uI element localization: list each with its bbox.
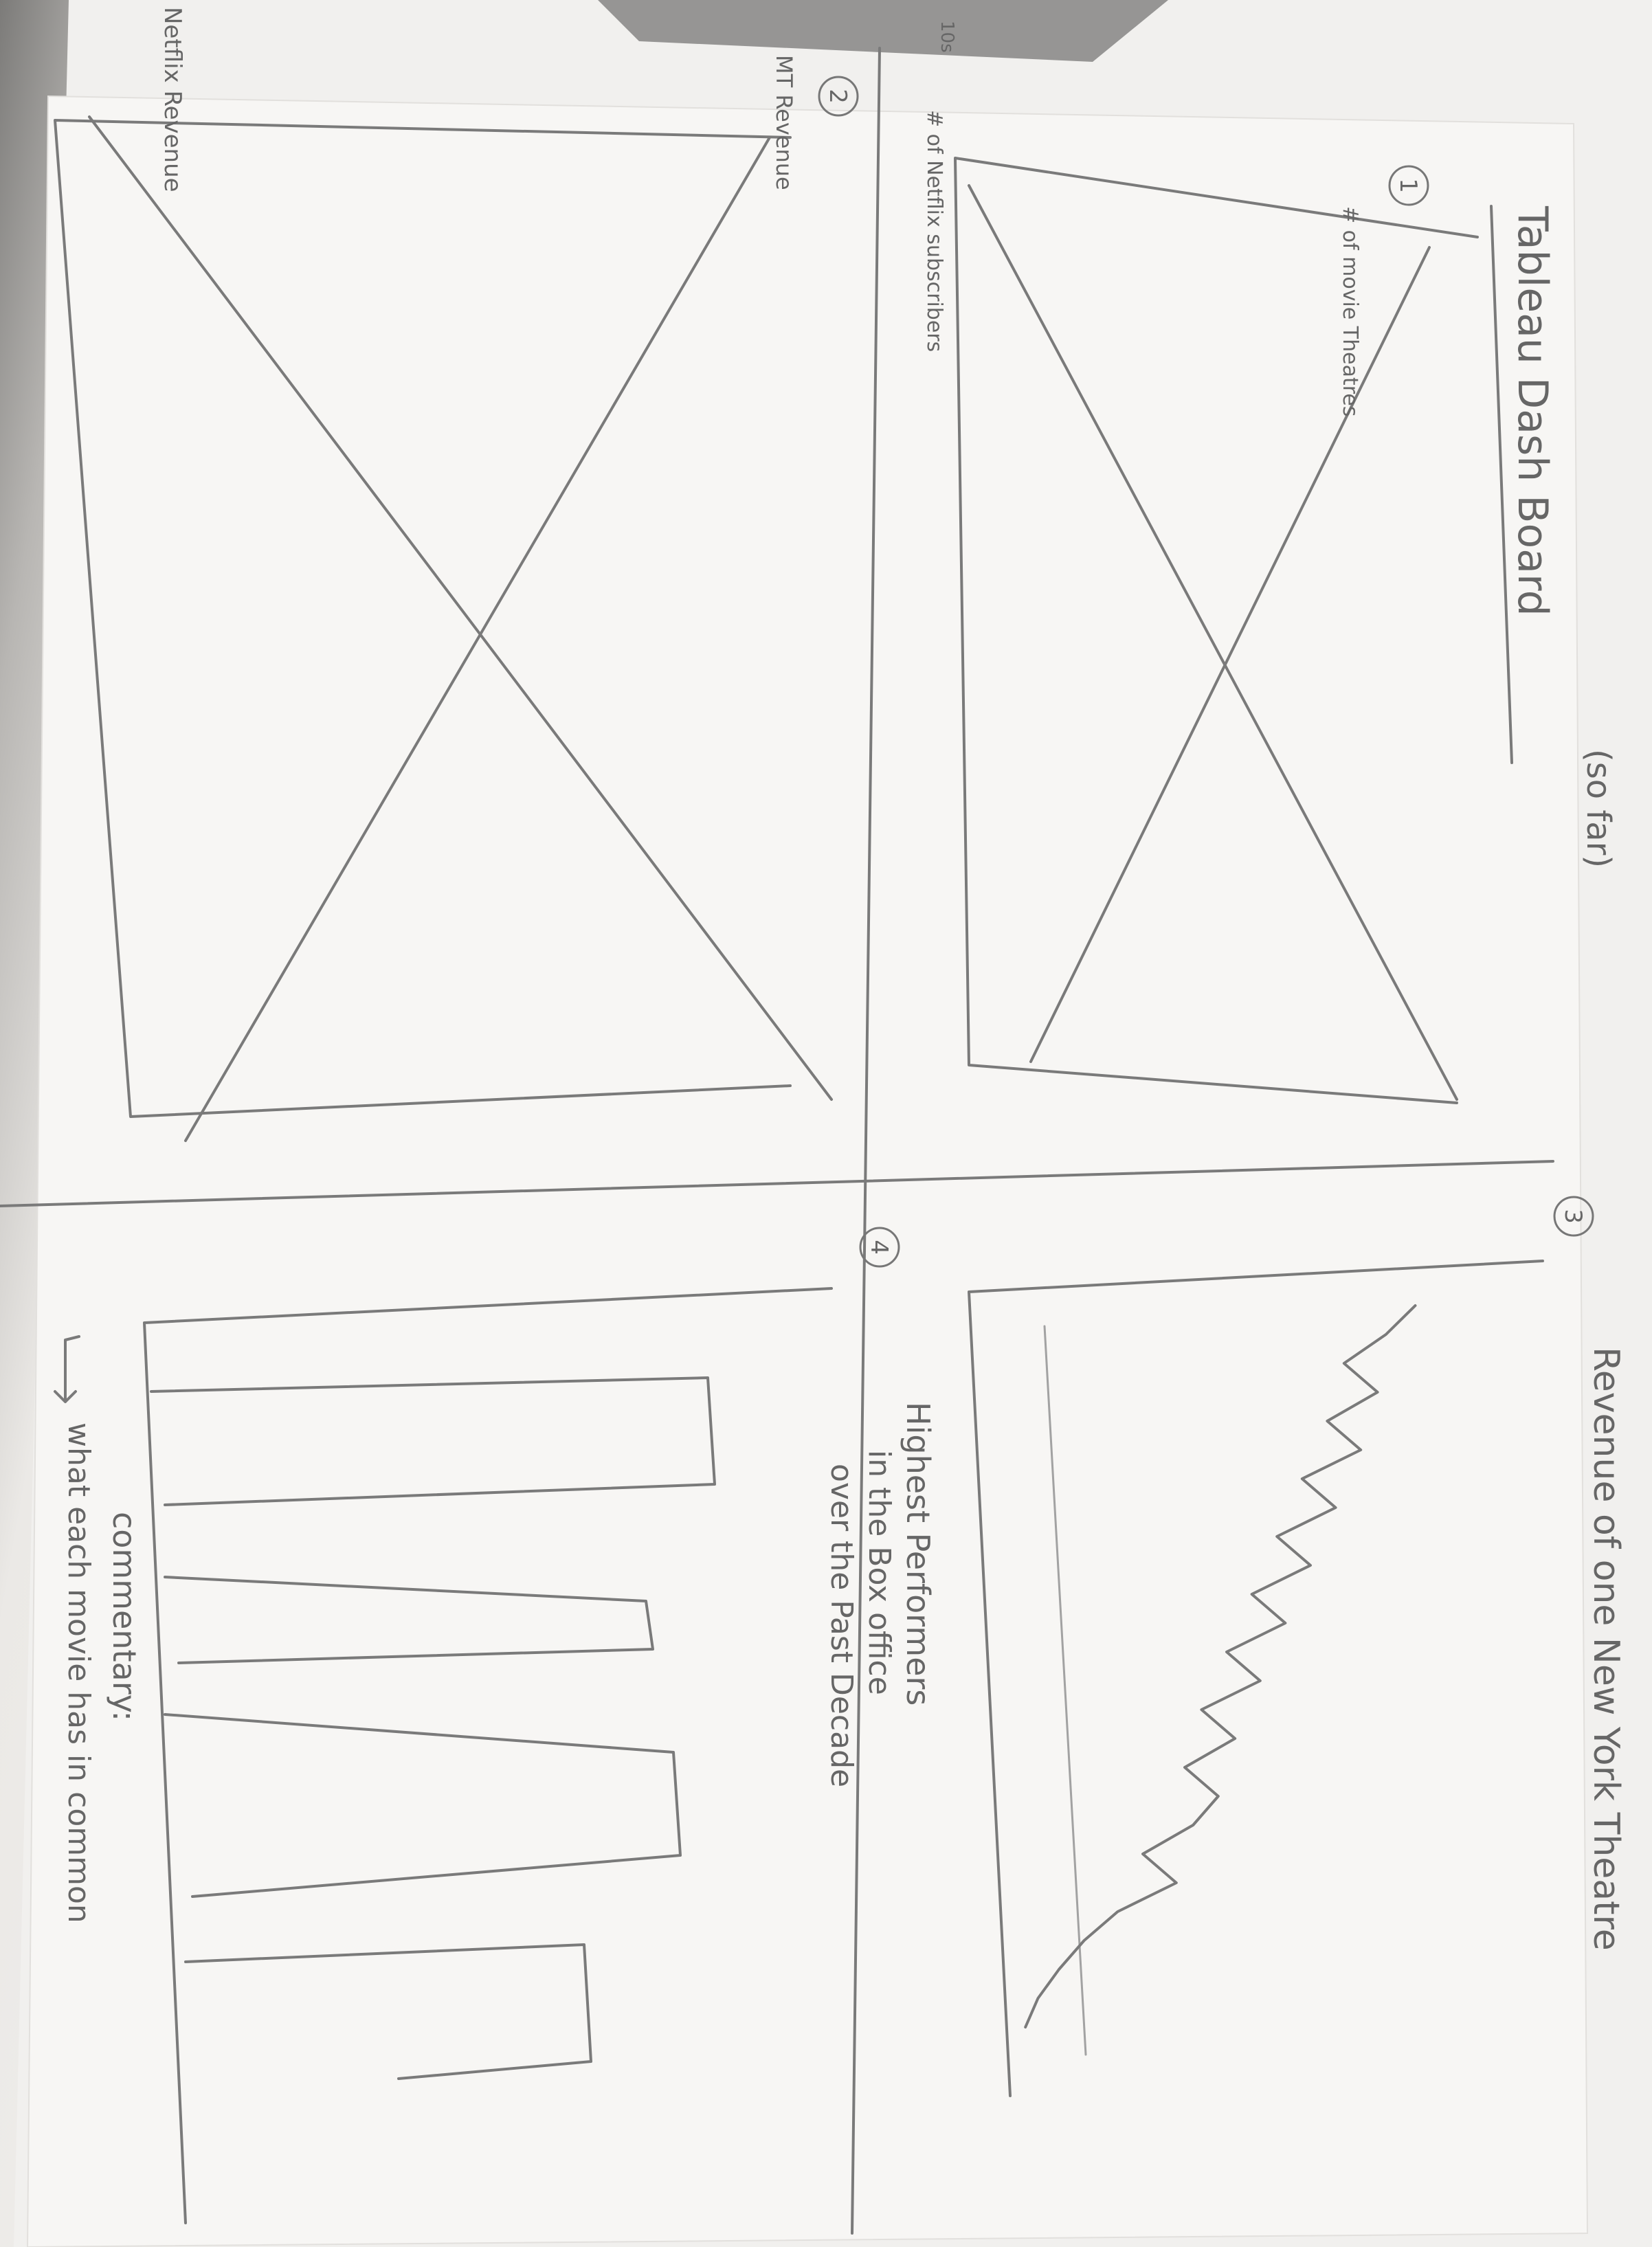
bar-3 — [164, 1713, 682, 1898]
panel-3-number-circle — [1553, 1196, 1594, 1237]
panel-1-y-axis-label: # of movie Theatres — [1338, 206, 1362, 417]
panel-3-number: 3 — [1559, 1209, 1587, 1224]
panel-1-x-axis-label: # of Netflix subscribers — [922, 110, 946, 352]
panel-1-cross-a — [968, 184, 1458, 1101]
commentary-arrow-icon — [54, 1335, 80, 1403]
panel-2: 2 MT Revenue Netflix Revenue — [54, 7, 859, 1142]
commentary-label: commentary: — [106, 1512, 143, 1721]
sheet-title-underline — [1490, 205, 1513, 764]
bar-1 — [150, 1376, 716, 1506]
page-edge-label: 10s — [937, 21, 957, 53]
panel-2-y-axis-label: MT Revenue — [771, 55, 797, 190]
commentary-text: what each movie has in common — [61, 1422, 96, 1923]
panel-1-number: 1 — [1394, 178, 1422, 193]
panel-1-frame — [954, 157, 1479, 1104]
bar-4 — [184, 1943, 592, 2080]
panel-2-number: 2 — [824, 89, 851, 104]
panel-4-number-circle — [859, 1227, 900, 1268]
divider-horizontal — [0, 1160, 1554, 1207]
panel-3-frame — [968, 1260, 1544, 2097]
sheet-title-block: Tableau Dash Board (so far) — [1490, 205, 1618, 868]
corner-shadow — [598, 0, 1168, 62]
front-paper — [26, 95, 1589, 2247]
panel-2-x-axis-label: Netflix Revenue — [159, 7, 186, 192]
revenue-line — [1024, 1304, 1417, 2028]
panel-4-frame — [143, 1287, 833, 2224]
panel-2-number-circle — [818, 76, 859, 117]
panel-2-cross-b — [184, 136, 771, 1142]
sheet-title: Tableau Dash Board — [1508, 205, 1556, 616]
sheet-title-note: (so far) — [1579, 749, 1618, 868]
panel-4-number: 4 — [865, 1240, 893, 1255]
panel-1: 1 # of movie Theatres # of Netflix subsc… — [922, 110, 1479, 1104]
panel-3-guide-line — [1043, 1325, 1087, 2056]
panel-1-number-circle — [1388, 165, 1429, 206]
panel-4-title-line-2: in the Box office — [862, 1450, 897, 1695]
panel-2-cross-a — [88, 115, 833, 1101]
bar-2 — [164, 1576, 654, 1664]
panel-4-title-line-3: over the Past Decade — [824, 1464, 859, 1787]
panel-4: 4 Highest Performers in the Box office o… — [54, 1227, 937, 2224]
divider-vertical — [851, 47, 881, 2235]
panel-2-frame — [54, 119, 792, 1118]
panel-4-title-line-1: Highest Performers — [900, 1402, 937, 1706]
panel-1-cross-b — [1029, 246, 1431, 1063]
panel-3-title: Revenue of one New York Theatre — [1585, 1347, 1627, 1951]
panel-3: 3 Revenue of one New York Theatre — [968, 1196, 1627, 2097]
